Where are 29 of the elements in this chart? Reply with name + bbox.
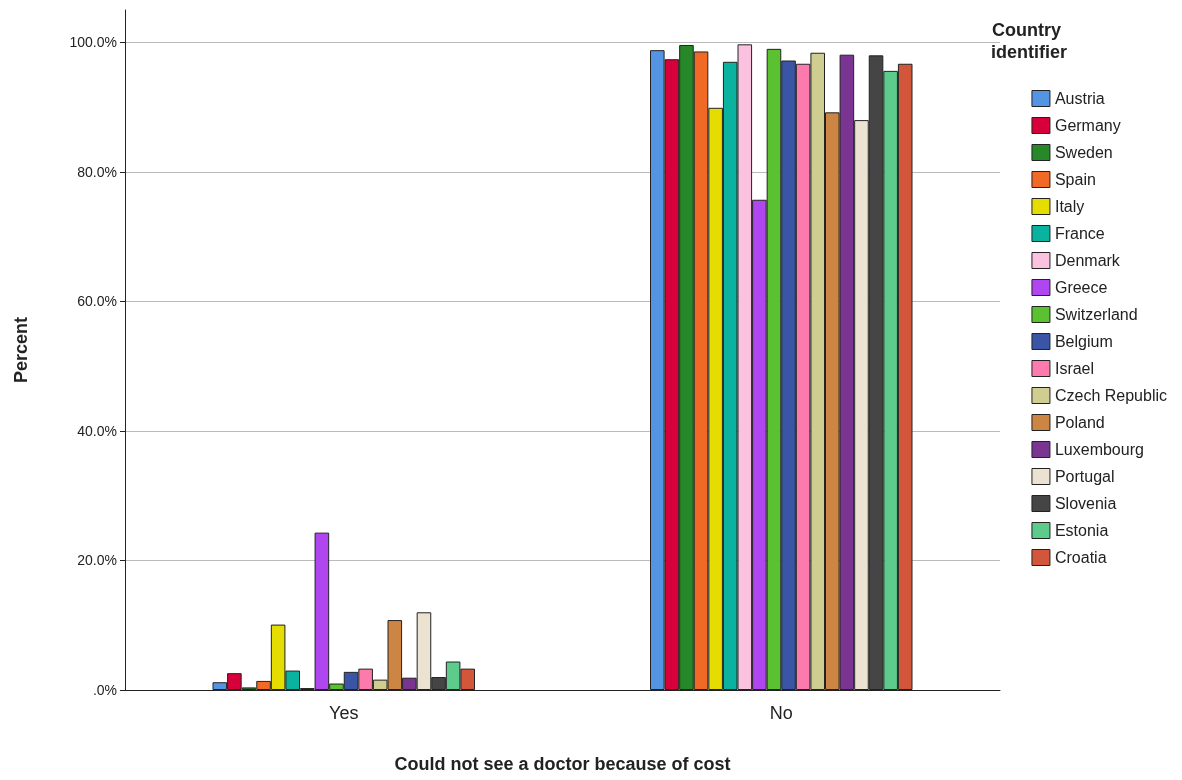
legend-label: Austria: [1054, 90, 1105, 107]
legend-label: Estonia: [1054, 522, 1109, 539]
y-tick-label: 60.0%: [77, 293, 117, 310]
legend-label: Greece: [1054, 279, 1108, 296]
legend-label: Czech Republic: [1054, 387, 1168, 404]
legend-label: Switzerland: [1054, 306, 1138, 323]
legend-label: Denmark: [1054, 252, 1121, 269]
legend-label: Italy: [1054, 198, 1085, 215]
legend-label: Croatia: [1054, 549, 1107, 566]
legend-label: Luxembourg: [1054, 441, 1144, 458]
x-tick-label: No: [769, 703, 793, 723]
y-tick-label: 100.0%: [69, 34, 117, 51]
legend-label: Sweden: [1054, 144, 1113, 161]
legend-label: Poland: [1054, 414, 1105, 431]
y-tick-label: .0%: [92, 682, 117, 698]
legend-title: Country identifier: [990, 20, 1068, 62]
legend-label: Spain: [1054, 171, 1096, 188]
legend-label: Germany: [1054, 117, 1121, 134]
legend-label: France: [1054, 225, 1105, 242]
legend-label: Israel: [1054, 360, 1095, 377]
legend-label: Slovenia: [1054, 495, 1117, 512]
x-axis-title: Could not see a doctor because of cost: [394, 754, 731, 774]
legend-label: Portugal: [1054, 468, 1115, 485]
y-tick-label: 40.0%: [77, 422, 117, 439]
y-tick-label: 20.0%: [77, 552, 117, 569]
y-axis-title: Percent: [11, 316, 31, 384]
y-tick-label: 80.0%: [77, 163, 117, 180]
x-tick-label: Yes: [329, 703, 359, 723]
legend-label: Belgium: [1054, 333, 1113, 350]
